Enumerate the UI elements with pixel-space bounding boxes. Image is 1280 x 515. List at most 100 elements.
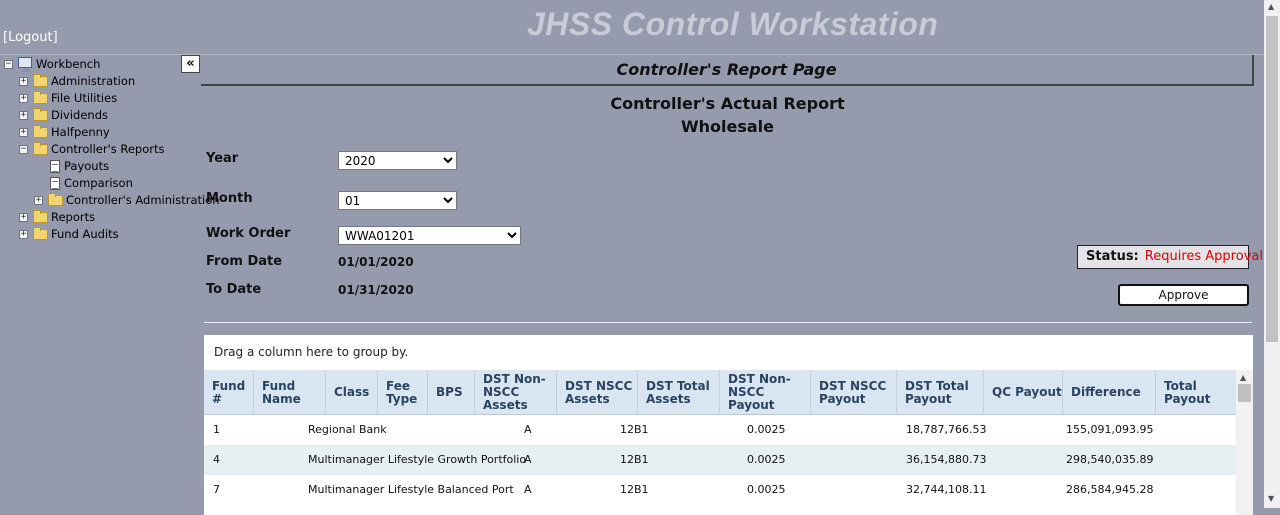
cell-bps: 0.0025 bbox=[747, 423, 786, 436]
column-header-fee-type[interactable]: Fee Type bbox=[378, 370, 428, 415]
cell-dst-total-payout: 36,154,880.73 bbox=[906, 453, 987, 466]
cell-dst-total-payout: 32,744,108.11 bbox=[906, 483, 987, 496]
cell-fee-type: 12B1 bbox=[620, 483, 649, 496]
navigation-tree: − Workbench + Administration + File Util… bbox=[2, 56, 220, 243]
group-by-panel[interactable]: Drag a column here to group by. bbox=[214, 345, 409, 359]
tree-item-label: Administration bbox=[51, 74, 136, 88]
column-header-dst-nscc-payout[interactable]: DST NSCC Payout bbox=[811, 370, 897, 415]
tree-item-file-utilities[interactable]: + File Utilities bbox=[2, 90, 200, 107]
cell-dst-total-payout: 18,787,766.53 bbox=[906, 423, 987, 436]
expand-icon[interactable]: + bbox=[19, 127, 28, 137]
expand-icon[interactable]: + bbox=[19, 212, 28, 222]
expand-icon[interactable]: + bbox=[19, 110, 28, 120]
tree-item-workbench[interactable]: − Workbench bbox=[2, 56, 200, 73]
column-header-bps[interactable]: BPS bbox=[428, 370, 475, 415]
cell-difference: 286,584,945.28 bbox=[1066, 483, 1154, 496]
status-label: Status: bbox=[1086, 249, 1139, 264]
grid-vertical-scrollbar[interactable]: ▲ bbox=[1236, 370, 1253, 515]
tree-item-label: Dividends bbox=[51, 108, 109, 122]
column-header-total-payout[interactable]: Total Payout bbox=[1164, 378, 1211, 406]
tree-item-administration[interactable]: + Administration bbox=[2, 73, 200, 90]
approve-button[interactable]: Approve bbox=[1118, 284, 1249, 306]
tree-item-fund-audits[interactable]: + Fund Audits bbox=[2, 226, 200, 243]
cell-fund-name: Multimanager Lifestyle Growth Portfolio bbox=[308, 453, 527, 466]
tree-item-controllers-administration[interactable]: + Controller's Administration bbox=[2, 192, 220, 209]
column-header-dst-total-payout[interactable]: DST Total Payout bbox=[897, 370, 984, 415]
column-header-dst-non-nscc-payout[interactable]: DST Non-NSCC Payout bbox=[720, 370, 811, 415]
tree-item-reports[interactable]: + Reports bbox=[2, 209, 200, 226]
scrollbar-thumb[interactable] bbox=[1238, 384, 1251, 402]
cell-class: A bbox=[524, 483, 532, 496]
work-order-label: Work Order bbox=[206, 226, 291, 241]
cell-fund-number: 4 bbox=[213, 453, 220, 466]
collapse-icon[interactable]: − bbox=[4, 59, 13, 69]
folder-icon bbox=[33, 142, 48, 155]
folder-icon bbox=[33, 210, 48, 223]
to-date-label: To Date bbox=[206, 282, 262, 297]
header-divider bbox=[0, 54, 1264, 55]
tree-item-controllers-reports[interactable]: − Controller's Reports bbox=[2, 141, 200, 158]
tree-item-label: Comparison bbox=[64, 176, 133, 190]
collapse-sidebar-button[interactable]: « bbox=[181, 55, 200, 73]
tree-item-label: Payouts bbox=[64, 159, 110, 173]
column-header-fund-number[interactable]: Fund # bbox=[204, 370, 254, 415]
tree-item-label: Controller's Reports bbox=[51, 142, 165, 156]
status-badge: Status: Requires Approval bbox=[1077, 245, 1263, 269]
cell-fund-number: 7 bbox=[213, 483, 220, 496]
page-header: Controller's Report Page bbox=[201, 55, 1254, 86]
cell-bps: 0.0025 bbox=[747, 483, 786, 496]
work-order-select[interactable]: WWA01201 bbox=[338, 226, 521, 245]
column-header-fund-name[interactable]: Fund Name bbox=[254, 370, 326, 415]
tree-item-label: Reports bbox=[51, 210, 96, 224]
cell-difference: 298,540,035.89 bbox=[1066, 453, 1154, 466]
folder-icon bbox=[33, 108, 48, 121]
collapse-icon[interactable]: − bbox=[19, 144, 28, 154]
expand-icon[interactable]: + bbox=[19, 93, 28, 103]
workbench-computer-icon bbox=[18, 57, 32, 72]
cell-fund-name: Multimanager Lifestyle Balanced Port bbox=[308, 483, 514, 496]
section-divider bbox=[204, 322, 1252, 323]
app-title: JHSS Control Workstation bbox=[527, 6, 939, 42]
scroll-up-arrow-icon[interactable]: ▲ bbox=[1240, 373, 1247, 382]
column-header-class[interactable]: Class bbox=[326, 370, 378, 415]
scroll-up-arrow-icon[interactable]: ▲ bbox=[1268, 2, 1275, 11]
tree-item-label: File Utilities bbox=[51, 91, 118, 105]
document-icon bbox=[50, 160, 60, 173]
expand-icon[interactable]: + bbox=[19, 76, 28, 86]
column-header-dst-nscc-assets[interactable]: DST NSCC Assets bbox=[557, 370, 638, 415]
folder-icon bbox=[33, 91, 48, 104]
scroll-down-arrow-icon[interactable]: ▼ bbox=[1268, 494, 1275, 503]
tree-item-payouts[interactable]: Payouts bbox=[2, 158, 200, 175]
cell-class: A bbox=[524, 453, 532, 466]
month-select[interactable]: 01 bbox=[338, 191, 457, 210]
cell-fund-number: 1 bbox=[213, 423, 220, 436]
table-row[interactable]: 7 Multimanager Lifestyle Balanced Port A… bbox=[204, 475, 1236, 505]
table-row[interactable]: 1 Regional Bank A 12B1 0.0025 18,787,766… bbox=[204, 415, 1236, 445]
column-header-qc-payout[interactable]: QC Payout bbox=[984, 370, 1063, 415]
logout-link[interactable]: [Logout] bbox=[3, 30, 58, 45]
year-label: Year bbox=[206, 151, 239, 166]
report-title: Controller's Actual Report bbox=[610, 94, 845, 113]
cell-fee-type: 12B1 bbox=[620, 453, 649, 466]
tree-item-halfpenny[interactable]: + Halfpenny bbox=[2, 124, 200, 141]
page-vertical-scrollbar[interactable]: ▲ ▼ bbox=[1264, 0, 1280, 508]
scrollbar-thumb[interactable] bbox=[1266, 16, 1278, 342]
tree-item-comparison[interactable]: Comparison bbox=[2, 175, 200, 192]
cell-bps: 0.0025 bbox=[747, 453, 786, 466]
column-header-difference[interactable]: Difference bbox=[1063, 370, 1156, 415]
folder-icon bbox=[33, 74, 48, 87]
from-date-label: From Date bbox=[206, 254, 283, 269]
report-grid: Drag a column here to group by. Fund # F… bbox=[204, 335, 1253, 515]
column-header-dst-total-assets[interactable]: DST Total Assets bbox=[638, 370, 720, 415]
table-row[interactable]: 4 Multimanager Lifestyle Growth Portfoli… bbox=[204, 445, 1236, 475]
year-select[interactable]: 2020 bbox=[338, 151, 457, 170]
column-header-dst-non-nscc-assets[interactable]: DST Non-NSCC Assets bbox=[475, 370, 557, 415]
month-label: Month bbox=[206, 191, 253, 206]
expand-icon[interactable]: + bbox=[34, 195, 43, 205]
grid-header: Fund # Fund Name Class Fee Type BPS DST … bbox=[204, 370, 1236, 415]
status-value: Requires Approval bbox=[1144, 249, 1263, 264]
expand-icon[interactable]: + bbox=[19, 229, 28, 239]
tree-item-dividends[interactable]: + Dividends bbox=[2, 107, 200, 124]
folder-icon bbox=[48, 193, 63, 206]
cell-fund-name: Regional Bank bbox=[308, 423, 387, 436]
